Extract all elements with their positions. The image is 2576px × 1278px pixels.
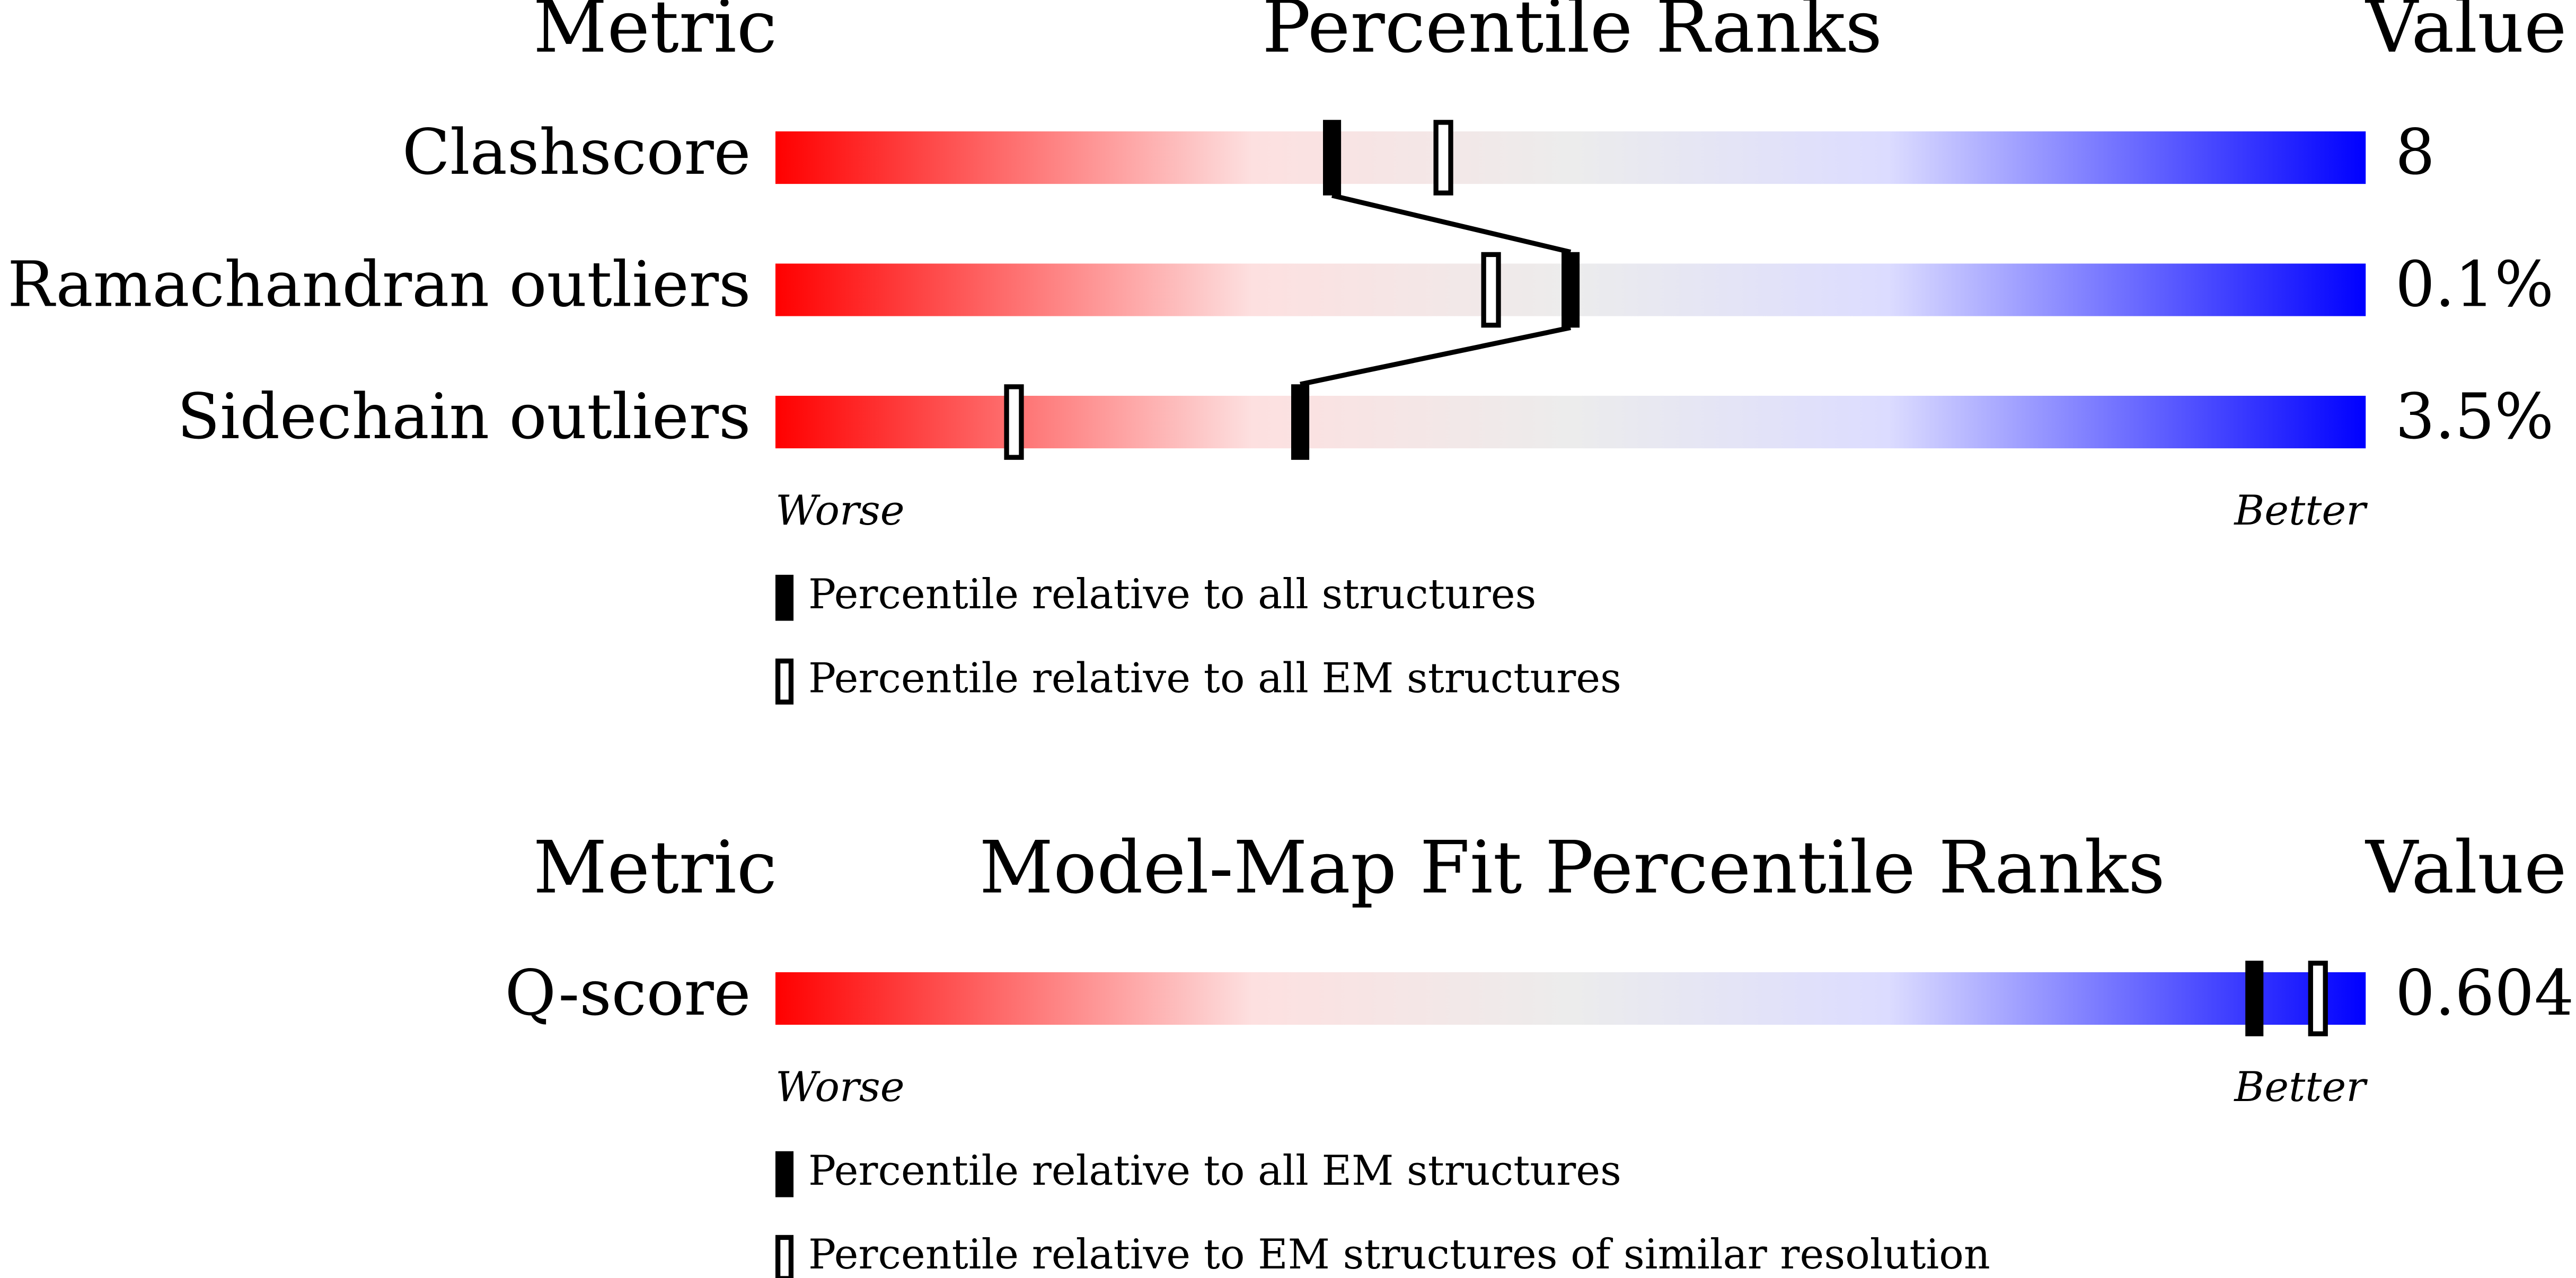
legend-symbol	[775, 574, 794, 621]
value-header: Value	[2365, 0, 2566, 69]
legend-label: Percentile relative to all EM structures	[808, 1147, 1621, 1195]
chart-title: Model-Map Fit Percentile Ranks	[980, 826, 2165, 910]
chart-title: Percentile Ranks	[1262, 0, 1882, 69]
metric-header: Metric	[533, 826, 777, 910]
marker-open	[1004, 384, 1024, 460]
metric-value: 8	[2395, 116, 2435, 189]
slider-bar	[775, 131, 2366, 184]
marker-filled	[1291, 384, 1310, 460]
metric-label: Sidechain outliers	[177, 380, 751, 453]
slider-bar	[775, 972, 2366, 1025]
marker-open	[1433, 120, 1453, 196]
metric-header: Metric	[533, 0, 777, 69]
better-label: Better	[2233, 1063, 2368, 1111]
metric-value: 0.604	[2395, 957, 2574, 1030]
marker-filled	[1323, 120, 1342, 196]
legend-label: Percentile relative to all structures	[808, 571, 1536, 618]
worse-label: Worse	[775, 487, 905, 535]
metric-value: 3.5%	[2395, 380, 2554, 453]
marker-filled	[1562, 252, 1580, 328]
metric-label: Ramachandran outliers	[7, 248, 751, 321]
connector	[1300, 325, 1572, 387]
marker-open	[2308, 961, 2328, 1036]
metric-label: Q-score	[505, 957, 751, 1030]
legend-label: Percentile relative to EM structures of …	[808, 1231, 1990, 1278]
legend-symbol	[775, 658, 794, 705]
metric-label: Clashscore	[402, 116, 751, 189]
slider-bar	[775, 395, 2366, 449]
marker-open	[1481, 252, 1501, 328]
value-header: Value	[2365, 826, 2566, 910]
legend-label: Percentile relative to all EM structures	[808, 654, 1621, 702]
better-label: Better	[2233, 487, 2368, 535]
metric-value: 0.1%	[2395, 248, 2554, 321]
legend-symbol	[775, 1235, 794, 1278]
legend-symbol	[775, 1151, 794, 1197]
marker-filled	[2245, 961, 2264, 1036]
worse-label: Worse	[775, 1063, 905, 1111]
connector	[1331, 193, 1572, 255]
